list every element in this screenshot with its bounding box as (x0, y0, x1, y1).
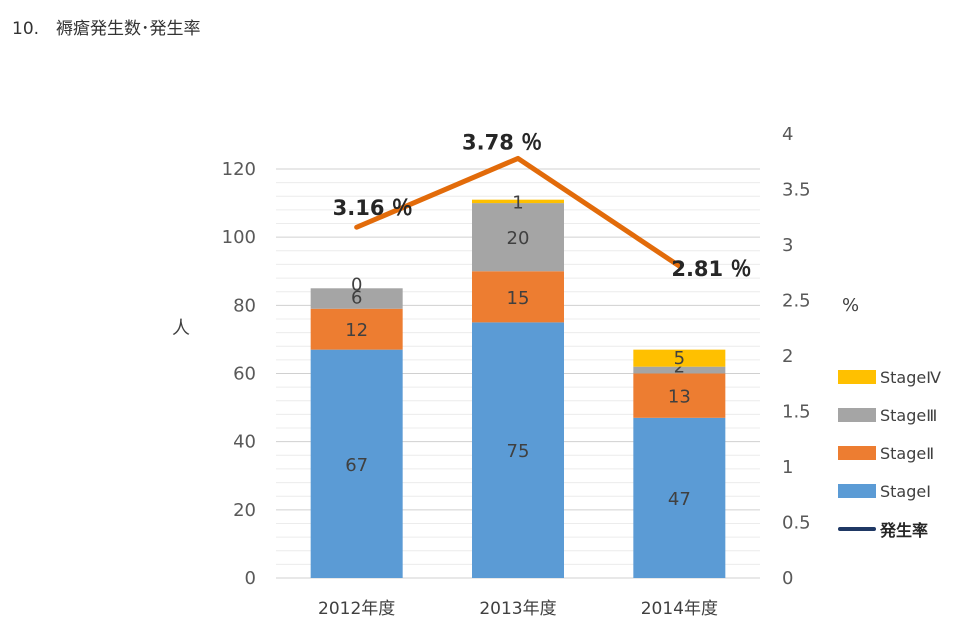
y2-tick-label: 1 (782, 457, 793, 478)
legend-item-rate: 発生率 (838, 510, 941, 548)
bar-data-label: 2 (674, 357, 685, 378)
bar-segment (633, 349, 726, 367)
legend-line-rate (838, 527, 876, 531)
y2-tick-label: 4 (782, 124, 793, 145)
legend-swatch-stage3 (838, 408, 876, 422)
bar-segment (310, 349, 403, 578)
y2-tick-label: 2 (782, 346, 793, 367)
bar-segment (310, 288, 403, 309)
bar-segment (633, 366, 726, 374)
legend-label-rate: 発生率 (880, 521, 929, 540)
y2-tick-label: 0 (782, 568, 793, 589)
y2-tick-label: 1.5 (782, 402, 811, 423)
legend-swatch-stage1 (838, 484, 876, 498)
legend-item-stage3: StageⅢ (838, 396, 941, 434)
legend-item-stage2: StageⅡ (838, 434, 941, 472)
rate-data-label: 3.16 ％ (333, 196, 413, 220)
bar-data-label: 20 (507, 228, 530, 249)
bar-data-label: 0 (351, 274, 362, 295)
page-title: 10. 褥瘡発生数･発生率 (12, 19, 201, 39)
bar-segment (472, 203, 564, 272)
x-tick-label: 2012年度 (318, 599, 395, 619)
x-tick-label: 2014年度 (641, 599, 718, 619)
legend-swatch-stage2 (838, 446, 876, 460)
chart-legend: StageⅣ StageⅢ StageⅡ StageⅠ 発生率 (838, 358, 941, 548)
rate-data-label: 2.81 ％ (671, 257, 751, 281)
y-axis-title: 人 (172, 318, 190, 339)
rate-data-label: 3.78 ％ (462, 130, 542, 154)
bar-segment (472, 199, 564, 204)
bar-data-label: 12 (345, 320, 368, 341)
bar-segment (633, 373, 726, 418)
legend-swatch-stage4 (838, 370, 876, 384)
bar-data-label: 5 (674, 348, 685, 369)
bar-data-label: 67 (345, 455, 368, 476)
rate-line (354, 155, 682, 269)
y-tick-label: 40 (233, 432, 256, 453)
legend-label-stage3: StageⅢ (880, 405, 938, 425)
y-tick-label: 120 (222, 159, 256, 180)
y-tick-label: 20 (233, 500, 256, 521)
bar-data-label: 13 (668, 387, 691, 408)
y2-axis-title: % (842, 295, 860, 316)
legend-item-stage1: StageⅠ (838, 472, 941, 510)
y2-tick-label: 3 (782, 235, 793, 256)
legend-label-stage1: StageⅠ (880, 481, 931, 501)
bar-data-label: 15 (507, 288, 530, 309)
bar-data-label: 1 (512, 192, 523, 213)
legend-item-stage4: StageⅣ (838, 358, 941, 396)
bar-segment (633, 417, 726, 578)
legend-label-stage2: StageⅡ (880, 443, 935, 463)
bar-data-label: 6 (351, 288, 362, 309)
y-tick-label: 0 (245, 568, 256, 589)
bar-data-label: 75 (507, 441, 530, 462)
x-tick-label: 2013年度 (479, 599, 556, 619)
bar-segment (472, 322, 564, 578)
y-tick-label: 80 (233, 295, 256, 316)
y2-tick-label: 2.5 (782, 291, 811, 312)
bar-segment (310, 308, 403, 350)
y2-tick-label: 3.5 (782, 180, 811, 201)
bar-segment (472, 271, 564, 323)
y-tick-label: 60 (233, 364, 256, 385)
legend-label-stage4: StageⅣ (880, 367, 941, 387)
y-tick-label: 100 (222, 227, 256, 248)
y2-tick-label: 0.5 (782, 513, 811, 534)
bar-data-label: 47 (668, 489, 691, 510)
